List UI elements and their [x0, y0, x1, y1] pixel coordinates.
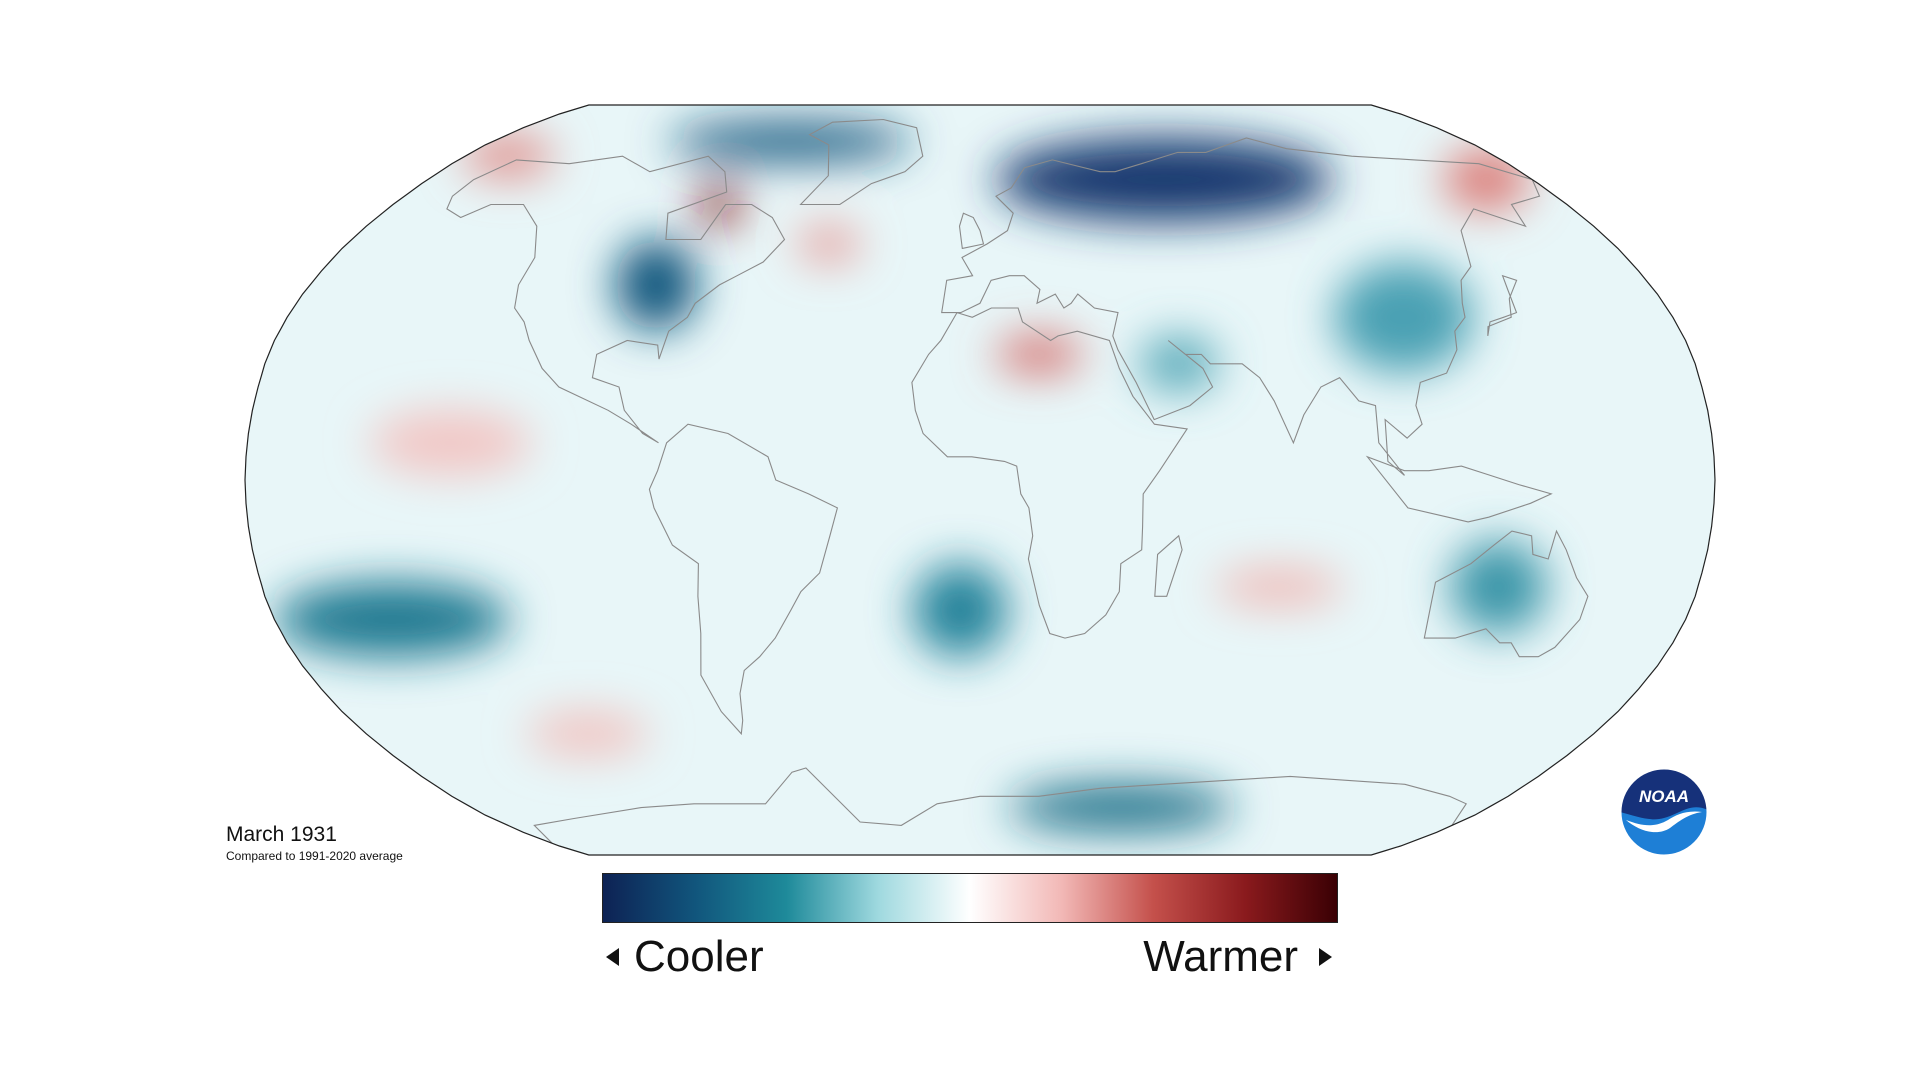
logo-text: NOAA [1639, 787, 1689, 806]
coastline-eurasia [941, 137, 1541, 476]
anomaly-hudson-bay [699, 183, 739, 226]
coastline-greenland [799, 118, 924, 206]
anomaly-south-atlantic [913, 563, 1008, 657]
anomaly-alaska-north [462, 134, 554, 178]
coastline-north-america [446, 155, 786, 444]
anomaly-canada-arctic [668, 122, 913, 161]
arrow-left-icon [606, 948, 619, 966]
anomaly-layer [274, 122, 1547, 831]
noaa-logo: NOAA [1620, 768, 1708, 856]
coastline-uk [958, 212, 985, 250]
color-scale-bar [602, 873, 1338, 923]
anomaly-east-siberia [1443, 148, 1530, 211]
anomaly-antarctic-east [1008, 784, 1235, 831]
anomaly-eurasia [995, 138, 1333, 222]
anomaly-south-pacific-west [274, 582, 510, 657]
globe-background [245, 105, 1715, 855]
coastline-antarctica [533, 767, 1468, 844]
cooler-label: Cooler [634, 932, 764, 981]
coastline-south-america [648, 423, 839, 736]
anomaly-china [1334, 262, 1473, 373]
coastlines [446, 118, 1589, 844]
map-title-block: March 1931 Compared to 1991-2020 average [226, 822, 403, 864]
coastline-madagascar [1154, 534, 1183, 597]
anomaly-indian-ocean [1215, 568, 1343, 606]
globe-outline [244, 104, 1716, 856]
arrow-right-icon [1319, 948, 1332, 966]
warmer-label: Warmer [1143, 932, 1298, 981]
coastline-africa [911, 307, 1189, 639]
anomaly-australia [1450, 540, 1547, 634]
anomaly-central-pacific [369, 410, 533, 476]
anomaly-us-east [615, 239, 698, 331]
anomaly-south-pacific [526, 711, 650, 756]
anomaly-middle-east [1139, 335, 1219, 392]
anomaly-north-africa [995, 335, 1083, 373]
map-subtitle: Compared to 1991-2020 average [226, 849, 403, 863]
coastline-indonesia [1365, 455, 1553, 523]
anomaly-north-atlantic [797, 226, 861, 262]
coastline-japan [1487, 274, 1518, 336]
coastline-australia [1423, 529, 1589, 658]
map-title: March 1931 [226, 823, 337, 846]
